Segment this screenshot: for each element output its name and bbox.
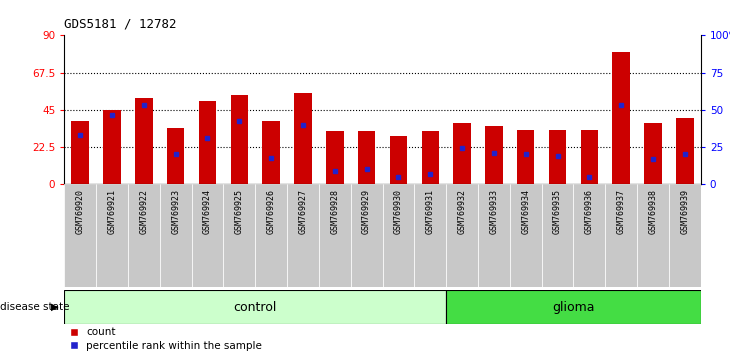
Text: GSM769921: GSM769921 xyxy=(107,189,117,234)
Text: GSM769939: GSM769939 xyxy=(680,189,689,234)
Bar xyxy=(199,102,216,184)
Text: GSM769929: GSM769929 xyxy=(362,189,371,234)
Bar xyxy=(421,131,439,184)
Bar xyxy=(64,184,96,287)
Bar xyxy=(549,130,566,184)
Bar xyxy=(128,184,160,287)
Text: GSM769925: GSM769925 xyxy=(235,189,244,234)
Text: GSM769931: GSM769931 xyxy=(426,189,435,234)
Text: GSM769935: GSM769935 xyxy=(553,189,562,234)
Bar xyxy=(542,184,574,287)
Bar xyxy=(517,130,534,184)
Text: GSM769922: GSM769922 xyxy=(139,189,148,234)
Text: GSM769923: GSM769923 xyxy=(171,189,180,234)
Bar xyxy=(446,184,478,287)
Text: GSM769938: GSM769938 xyxy=(648,189,658,234)
Bar xyxy=(478,184,510,287)
Text: GSM769933: GSM769933 xyxy=(489,189,499,234)
Bar xyxy=(319,184,350,287)
Bar xyxy=(255,184,287,287)
Bar xyxy=(167,128,185,184)
Text: GSM769924: GSM769924 xyxy=(203,189,212,234)
Bar xyxy=(350,184,383,287)
Legend: count, percentile rank within the sample: count, percentile rank within the sample xyxy=(69,327,262,350)
Text: GSM769934: GSM769934 xyxy=(521,189,530,234)
Text: GSM769928: GSM769928 xyxy=(330,189,339,234)
Bar xyxy=(485,126,503,184)
Text: GDS5181 / 12782: GDS5181 / 12782 xyxy=(64,18,177,31)
Bar xyxy=(231,95,248,184)
Text: GSM769920: GSM769920 xyxy=(76,189,85,234)
Bar xyxy=(72,121,89,184)
Text: glioma: glioma xyxy=(552,301,595,314)
Text: GSM769927: GSM769927 xyxy=(299,189,307,234)
Bar xyxy=(103,110,120,184)
Bar xyxy=(645,123,662,184)
Bar xyxy=(390,136,407,184)
Bar xyxy=(605,184,637,287)
Text: GSM769932: GSM769932 xyxy=(458,189,466,234)
Bar xyxy=(612,52,630,184)
Text: GSM769930: GSM769930 xyxy=(394,189,403,234)
Bar xyxy=(415,184,446,287)
Text: control: control xyxy=(234,301,277,314)
Bar xyxy=(383,184,415,287)
Bar xyxy=(358,131,375,184)
Bar xyxy=(580,130,598,184)
Bar xyxy=(96,184,128,287)
Bar xyxy=(262,121,280,184)
Bar xyxy=(135,98,153,184)
Bar xyxy=(294,93,312,184)
Bar xyxy=(669,184,701,287)
Bar xyxy=(453,123,471,184)
Bar xyxy=(64,290,446,324)
Text: GSM769926: GSM769926 xyxy=(266,189,276,234)
Text: GSM769936: GSM769936 xyxy=(585,189,594,234)
Text: ▶: ▶ xyxy=(51,302,58,312)
Bar xyxy=(676,118,694,184)
Bar xyxy=(446,290,701,324)
Bar xyxy=(574,184,605,287)
Bar xyxy=(510,184,542,287)
Bar xyxy=(637,184,669,287)
Bar xyxy=(326,131,344,184)
Bar xyxy=(223,184,256,287)
Bar xyxy=(191,184,223,287)
Text: disease state: disease state xyxy=(0,302,69,312)
Text: GSM769937: GSM769937 xyxy=(617,189,626,234)
Bar xyxy=(287,184,319,287)
Bar xyxy=(160,184,191,287)
